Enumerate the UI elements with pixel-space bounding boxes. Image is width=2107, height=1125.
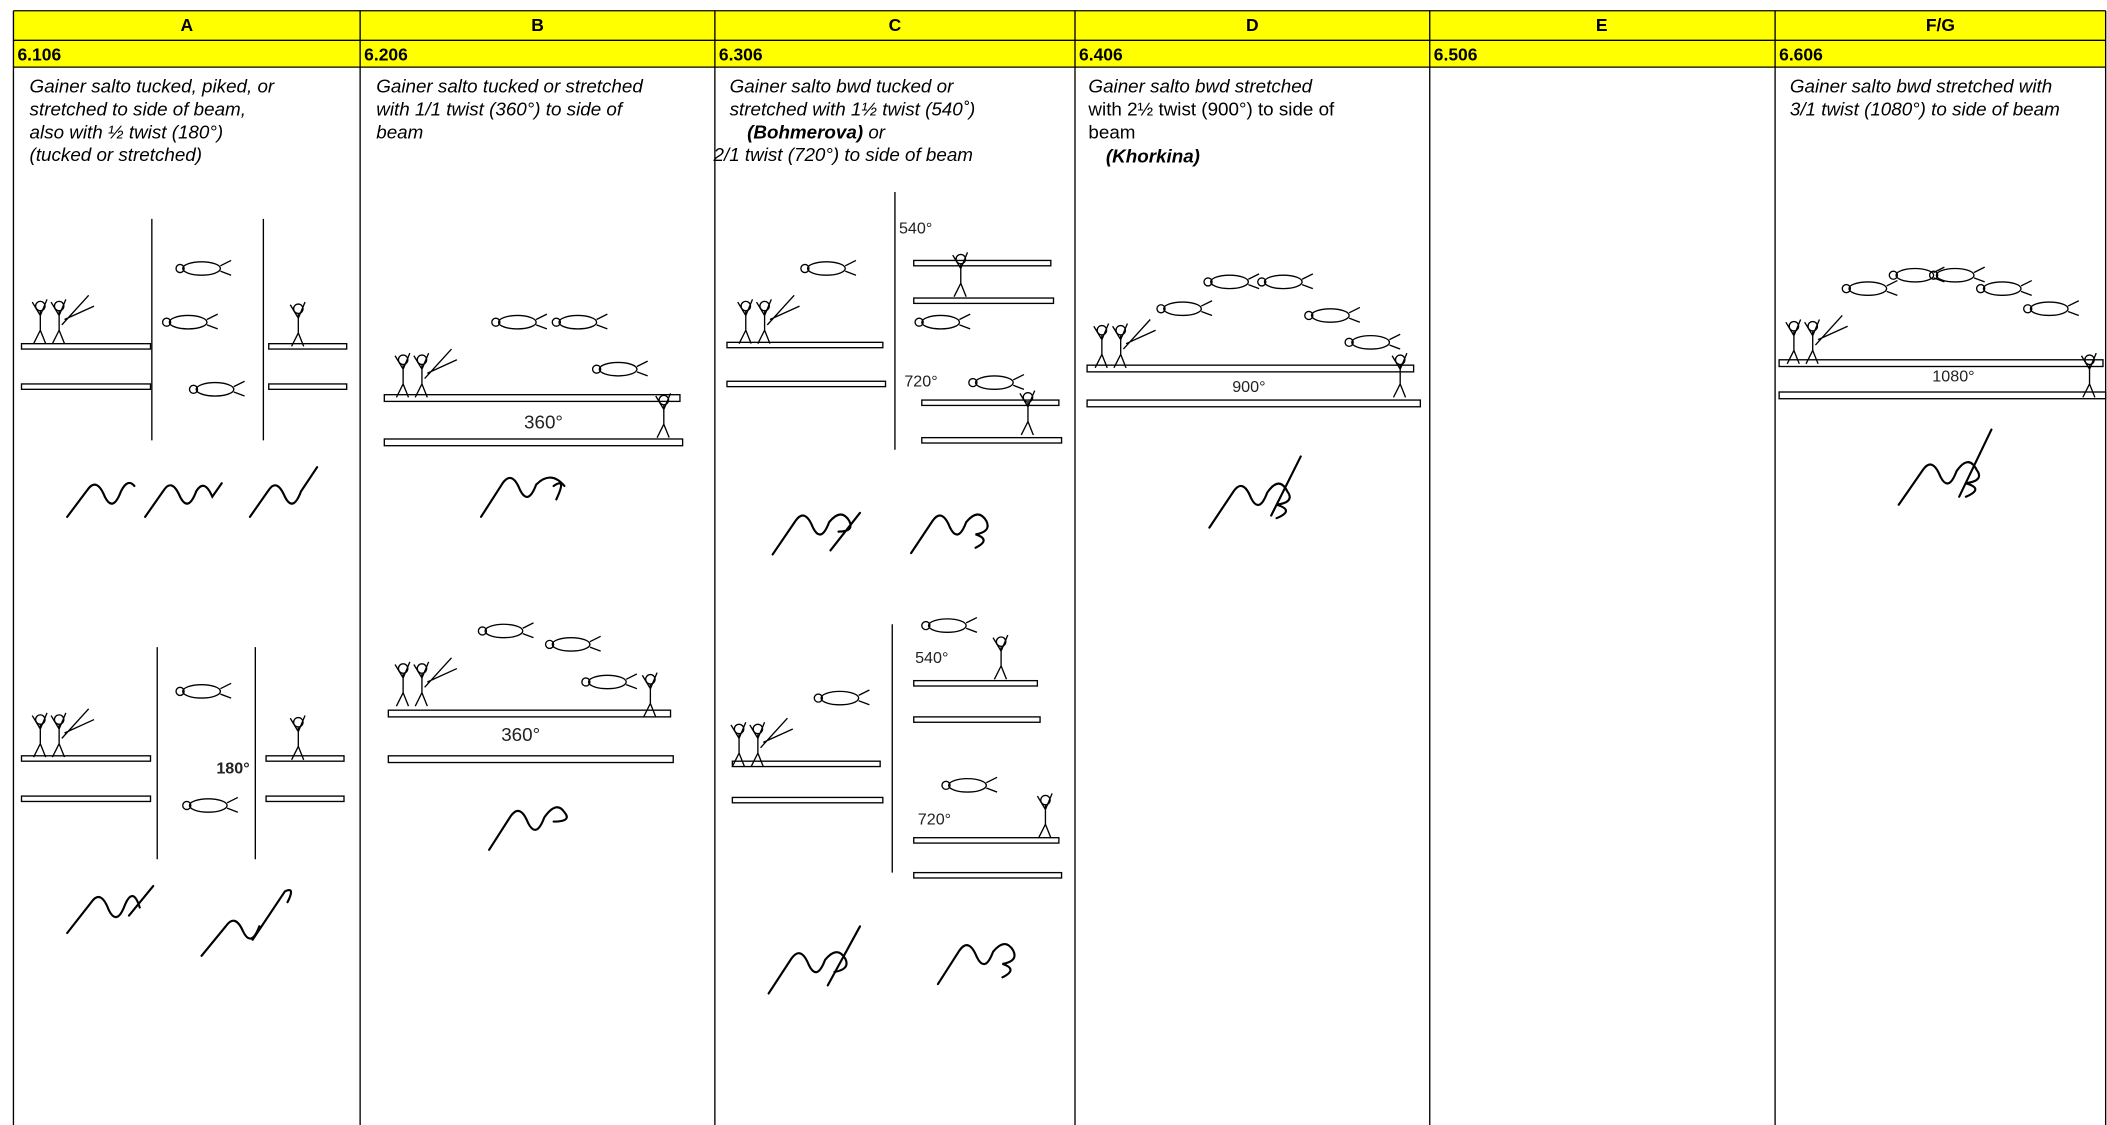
- skill-code: 6.106: [17, 44, 61, 64]
- description: with 1/1 twist (360°) to side of: [376, 98, 624, 119]
- figure-label: 720°: [904, 373, 937, 391]
- description: Gainer salto bwd stretched with: [1790, 76, 2052, 97]
- figure-label: 900°: [1232, 378, 1265, 396]
- column-letter: C: [889, 15, 902, 35]
- figure-label: 360°: [501, 724, 540, 745]
- column-letter: E: [1596, 15, 1608, 35]
- skill-code: 6.606: [1779, 44, 1823, 64]
- description: Gainer salto tucked, piked, or: [30, 76, 275, 97]
- figure-label: 1080°: [1932, 367, 1974, 385]
- skill-name: (Bohmerova): [747, 121, 863, 142]
- description: with 2½ twist (900°) to side of: [1087, 98, 1335, 119]
- figure-label: 540°: [899, 220, 932, 238]
- description: (Bohmerova) or: [747, 121, 886, 142]
- figure-label: 720°: [918, 810, 951, 828]
- column-letter: D: [1246, 15, 1259, 35]
- description: Gainer salto bwd stretched: [1088, 76, 1312, 97]
- column-letter: B: [531, 15, 544, 35]
- letter-row: [13, 10, 2106, 41]
- skill-code: 6.206: [364, 44, 408, 64]
- description: beam: [376, 121, 423, 142]
- description: Gainer salto tucked or stretched: [376, 76, 643, 97]
- figure-label: 360°: [524, 411, 563, 432]
- description: 2/1 twist (720°) to side of beam: [713, 144, 973, 165]
- skill-code: 6.406: [1079, 44, 1123, 64]
- description: 3/1 twist (1080°) to side of beam: [1790, 98, 2060, 119]
- column-letter: F/G: [1926, 15, 1955, 35]
- description: (tucked or stretched): [30, 144, 202, 165]
- code-row: [13, 40, 2106, 68]
- illustrations: [20, 191, 2107, 995]
- description: stretched to side of beam,: [30, 98, 246, 119]
- skill-name: (Khorkina): [1106, 145, 1200, 166]
- skill-code: 6.506: [1434, 44, 1478, 64]
- description: or: [868, 121, 885, 142]
- grid-lines: [12, 10, 2107, 1125]
- figure-label: 180°: [216, 759, 249, 777]
- figure-label: 540°: [915, 649, 948, 667]
- skill-code: 6.306: [719, 44, 763, 64]
- description: beam: [1088, 121, 1135, 142]
- description: stretched with 1½ twist (540˚): [730, 98, 976, 119]
- description: Gainer salto bwd tucked or: [730, 76, 954, 97]
- column-letter: A: [180, 15, 193, 35]
- description: also with ½ twist (180°): [30, 121, 224, 142]
